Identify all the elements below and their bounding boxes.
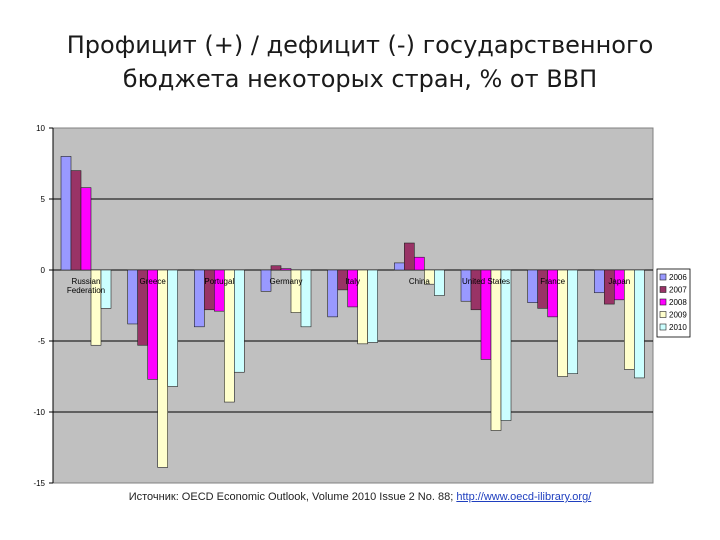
bar-2008-0 — [80, 187, 92, 271]
category-label: Federation — [67, 286, 105, 295]
y-tick-label: -10 — [33, 408, 45, 417]
bar-2010-6 — [500, 269, 512, 421]
source-text: Источник: OECD Economic Outlook, Volume … — [128, 491, 457, 503]
legend-swatch-2007 — [659, 286, 667, 293]
category-label: United States — [462, 277, 510, 286]
y-tick-label: 0 — [41, 266, 46, 275]
category-label: Germany — [270, 277, 303, 286]
bar-2006-5 — [394, 262, 405, 271]
title-line-1: Профицит (+) / дефицит (-) государственн… — [66, 31, 654, 59]
bar-2010-8 — [634, 269, 645, 379]
legend-label-2007: 2007 — [669, 286, 687, 295]
bar-2007-7 — [537, 269, 548, 309]
category-label: France — [540, 277, 565, 286]
title-line-2: бюджета некоторых стран, % от ВВП — [122, 65, 598, 93]
category-label: Italy — [345, 277, 360, 286]
legend-label-2010: 2010 — [669, 323, 687, 332]
category-label: China — [409, 277, 430, 286]
bar-2006-8 — [594, 269, 605, 294]
bar-2009-1 — [157, 269, 168, 468]
category-label: Japan — [608, 277, 630, 286]
y-tick-label: 10 — [36, 124, 45, 133]
bar-2007-6 — [470, 269, 482, 311]
bar-2010-7 — [567, 269, 578, 374]
legend-swatch-2009 — [659, 311, 667, 318]
bar-2010-5 — [434, 269, 445, 296]
bar-2008-5 — [414, 256, 425, 271]
y-tick-label: -5 — [38, 337, 46, 346]
y-tick-label: 5 — [41, 195, 46, 204]
source-link[interactable]: http://www.oecd-ilibrary.org/ — [456, 491, 592, 503]
bar-2007-8 — [604, 269, 615, 305]
bar-2006-2 — [194, 269, 205, 328]
bar-2007-2 — [204, 269, 215, 311]
bar-2010-0 — [100, 269, 112, 309]
bar-2008-4 — [347, 269, 358, 308]
legend-swatch-2010 — [659, 323, 667, 331]
bar-2006-1 — [127, 269, 138, 325]
bar-2006-0 — [60, 156, 72, 271]
bar-2007-3 — [270, 265, 282, 271]
legend-label-2009: 2009 — [669, 311, 687, 320]
page-title: Профицит (+) / дефицит (-) государственн… — [0, 28, 720, 96]
source-note: Источник: OECD Economic Outlook, Volume … — [0, 491, 720, 503]
legend-label-2006: 2006 — [669, 273, 687, 282]
bar-2009-6 — [490, 269, 502, 431]
y-tick-label: -15 — [33, 479, 45, 488]
bar-2006-7 — [527, 269, 538, 303]
category-label: Greece — [140, 277, 167, 286]
legend-label-2008: 2008 — [669, 298, 687, 307]
category-label: Portugal — [204, 277, 234, 286]
legend-swatch-2006 — [659, 273, 667, 281]
bar-2010-4 — [367, 269, 378, 343]
bar-2010-1 — [167, 269, 178, 387]
bar-2006-4 — [327, 269, 338, 318]
bar-2010-3 — [300, 269, 312, 328]
category-label: Russian — [72, 277, 101, 286]
legend-swatch-2008 — [659, 298, 667, 306]
bar-2009-2 — [224, 269, 235, 403]
bar-2010-2 — [234, 269, 245, 373]
bar-2008-3 — [280, 268, 292, 271]
bar-2008-1 — [147, 269, 158, 380]
bar-2007-5 — [404, 242, 415, 271]
bar-2006-3 — [260, 269, 272, 292]
bar-2007-0 — [70, 170, 82, 271]
